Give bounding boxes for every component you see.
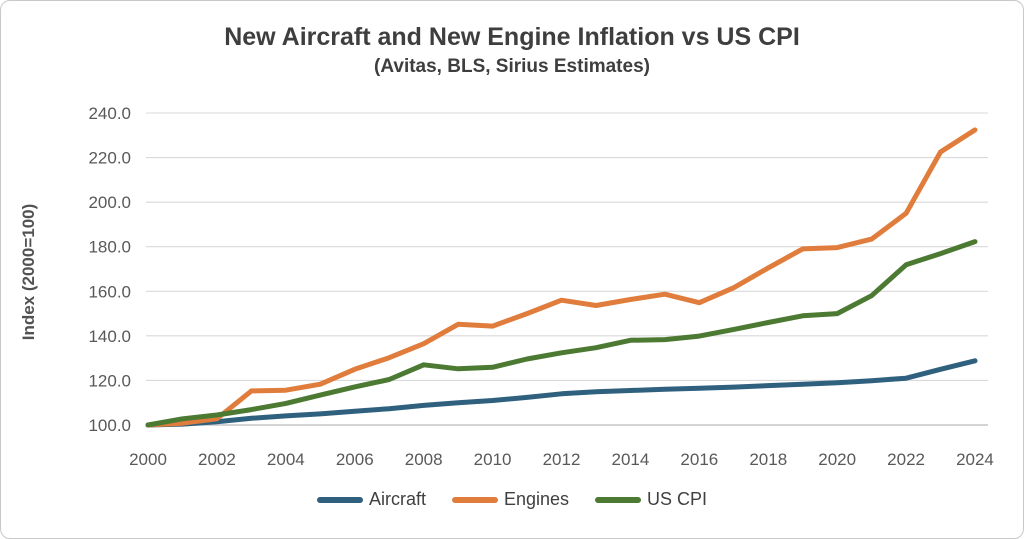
x-tick-label: 2006 <box>336 450 374 469</box>
x-tick-label: 2018 <box>749 450 787 469</box>
legend-swatch <box>595 496 642 503</box>
legend-label: Engines <box>503 489 570 509</box>
y-tick-label: 200.0 <box>88 193 131 212</box>
x-tick-label: 2020 <box>818 450 856 469</box>
legend-swatch <box>316 496 363 503</box>
y-tick-label: 100.0 <box>88 416 131 435</box>
legend-swatch <box>451 496 498 503</box>
legend-item-us-cpi: US CPI <box>595 489 707 510</box>
legend-label: Aircraft <box>368 489 426 509</box>
legend: Aircraft Engines US CPI <box>1 489 1023 510</box>
chart-title: New Aircraft and New Engine Inflation vs… <box>224 23 800 51</box>
x-tick-label: 2014 <box>611 450 649 469</box>
x-tick-label: 2016 <box>680 450 718 469</box>
y-tick-label: 140.0 <box>88 327 131 346</box>
x-tick-label: 2002 <box>198 450 236 469</box>
legend-item-aircraft: Aircraft <box>316 489 426 510</box>
x-tick-label: 2022 <box>887 450 925 469</box>
x-tick-label: 2000 <box>129 450 167 469</box>
series-line-us-cpi <box>145 239 978 428</box>
y-tick-label: 120.0 <box>88 371 131 390</box>
series-line-engines <box>145 127 978 428</box>
x-tick-label: 2008 <box>405 450 443 469</box>
chart-subtitle: (Avitas, BLS, Sirius Estimates) <box>374 56 650 77</box>
x-tick-label: 2012 <box>543 450 581 469</box>
x-tick-label: 2004 <box>267 450 305 469</box>
x-tick-label: 2024 <box>956 450 994 469</box>
y-tick-label: 160.0 <box>88 282 131 301</box>
y-axis-title: Index (2000=100) <box>19 203 38 341</box>
y-tick-label: 240.0 <box>88 104 131 123</box>
y-tick-label: 220.0 <box>88 149 131 168</box>
x-tick-label: 2010 <box>474 450 512 469</box>
y-tick-label: 180.0 <box>88 238 131 257</box>
series-line-aircraft <box>145 358 978 428</box>
legend-label: US CPI <box>647 489 708 509</box>
legend-item-engines: Engines <box>451 489 570 510</box>
